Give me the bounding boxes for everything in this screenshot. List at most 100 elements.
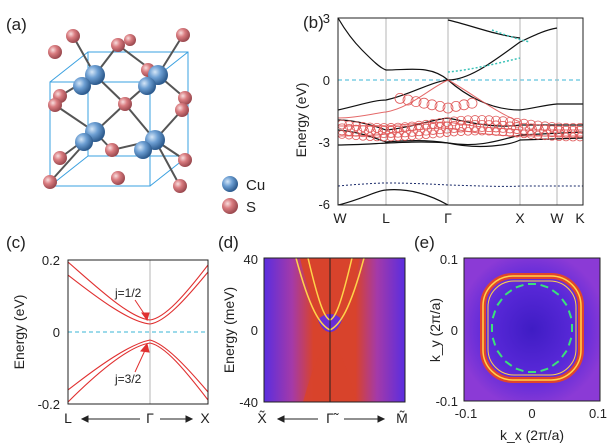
panel-d-xticks: X̃ Γ̃ M̃ [257, 410, 408, 426]
band-weight-marker [554, 132, 564, 142]
panel-a-label: (a) [6, 15, 27, 34]
band-weight-marker [476, 120, 488, 132]
panel-d-xtick: Γ̃ [326, 410, 339, 426]
panel-b-xtick: W [550, 210, 564, 226]
band-weight-marker [560, 126, 572, 138]
band-weight-marker [406, 124, 418, 137]
band-weight-marker [379, 123, 389, 133]
band-weight-marker [456, 127, 466, 136]
band-weight-marker [428, 129, 438, 139]
band-weight-marker [442, 102, 454, 114]
band-weight-marker [561, 132, 571, 142]
band-weight-marker [518, 122, 530, 135]
band-weight-marker [449, 127, 459, 137]
spin-texture-arrows [491, 283, 573, 373]
band-weight-marker [435, 128, 445, 138]
crystal-bonds [49, 34, 186, 187]
spin-arrow [567, 310, 573, 319]
band-weight-marker [567, 126, 579, 138]
band-weight-marker [554, 122, 564, 133]
panel-d-ytick: 40 [244, 252, 258, 267]
band-weight-marker [455, 120, 467, 133]
band-weight-marker [540, 131, 550, 141]
band-weight-marker [484, 126, 494, 136]
band-weight-marker [343, 124, 355, 136]
panel-b-xtick: X [515, 210, 525, 226]
panel-d-yticks: 40 0 -40 [239, 252, 258, 410]
panel-e-label: (e) [414, 233, 435, 252]
band-weight-marker [477, 115, 487, 125]
panel-c: (c) Energy (eV) j=1/2 j=3/2 0.2 0 -0.2 [6, 233, 210, 426]
spin-arrow [515, 367, 524, 373]
band-weight-marker [364, 125, 376, 138]
panel-c-xtick: L [64, 410, 72, 426]
panel-c-ylabel: Energy (eV) [11, 295, 27, 370]
panel-e-xtick: 0 [528, 406, 535, 421]
band-weight-marker [365, 132, 375, 142]
cu-legend-label: Cu [246, 177, 265, 194]
atom-legend: Cu S [222, 176, 265, 216]
panel-c-yticks: 0.2 0 -0.2 [38, 253, 60, 412]
panel-d-ytick: -40 [239, 395, 258, 410]
band-weight-marker [456, 115, 466, 126]
panel-e-frame [463, 257, 601, 402]
panel-c-xtick: X [200, 410, 210, 426]
spin-arrow [540, 367, 549, 373]
panel-e-xticks: -0.1 0 0.1 [455, 406, 607, 421]
band-weight-marker [484, 115, 494, 126]
band-weight-marker [568, 123, 578, 133]
band-weight-marker [532, 124, 544, 137]
panel-e-heatmap [464, 258, 600, 401]
spin-arrow [496, 298, 503, 306]
panel-e-ytick: 0.1 [440, 252, 458, 267]
band-weight-marker [448, 121, 460, 133]
band-circles [338, 93, 583, 142]
band-weight-marker [386, 132, 396, 142]
band-weight-marker [483, 120, 495, 133]
panel-b-xticks: W L Γ X W K [333, 210, 585, 226]
panel-c-annotation: j=1/2 [114, 286, 142, 300]
band-weight-marker [394, 93, 406, 104]
spin-arrow [504, 360, 513, 367]
panel-b-yticks: 3 0 -3 -6 [318, 11, 330, 212]
band-weight-marker [526, 130, 536, 139]
band-weight-marker [414, 130, 424, 140]
panel-e-ytick: 0 [451, 323, 458, 338]
panel-b-ytick: -6 [318, 197, 330, 212]
panel-b-ytick: 0 [323, 73, 330, 88]
panel-d-xtick: X̃ [257, 410, 267, 426]
band-weight-marker [338, 123, 348, 136]
band-weight-marker [491, 115, 501, 126]
band-weight-marker [546, 125, 558, 138]
spin-arrow [567, 337, 573, 346]
panel-e-xlabel: k_x (2π/a) [500, 427, 564, 443]
band-weight-marker [458, 99, 470, 111]
band-weight-marker [512, 128, 522, 138]
band-weight-marker [402, 94, 414, 106]
band-weight-marker [539, 124, 551, 137]
panel-b-xtick: L [382, 210, 390, 226]
band-weight-marker [428, 118, 438, 129]
panel-d-heatmap [264, 257, 405, 402]
spin-arrow [561, 298, 568, 306]
panel-e-xtick: 0.1 [589, 406, 607, 421]
panel-d-ylabel: Energy (meV) [221, 287, 237, 373]
band-weight-marker [553, 125, 565, 138]
band-weight-marker [399, 125, 411, 138]
spin-arrow [491, 337, 497, 346]
panel-c-ytick: 0.2 [42, 253, 60, 268]
panel-e-ylabel: k_y (2π/a) [427, 298, 443, 362]
panel-d-label: (d) [218, 233, 239, 252]
copper-atoms [73, 65, 168, 159]
band-weight-marker [357, 125, 369, 138]
band-weight-marker [427, 123, 439, 135]
band-weight-marker [392, 125, 404, 138]
spin-arrow [551, 289, 560, 296]
band-weight-marker [463, 115, 473, 126]
spin-arrow [491, 310, 497, 319]
s-legend-label: S [246, 199, 256, 216]
band-weight-marker [378, 126, 390, 138]
band-weight-marker [338, 130, 347, 139]
panel-e-yticks: 0.1 0 -0.1 [436, 252, 458, 409]
band-weight-marker [526, 119, 536, 130]
